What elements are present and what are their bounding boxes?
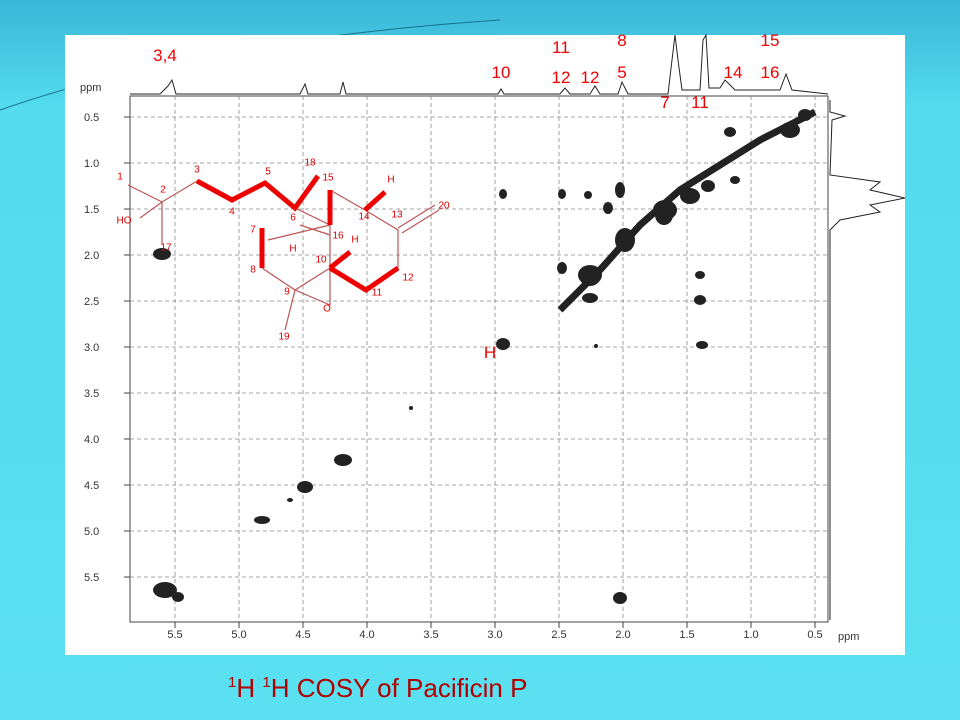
y-tick-label: 0.5	[84, 112, 99, 124]
y-tick-label: 1.0	[84, 158, 99, 170]
title-sup: 1	[262, 674, 270, 691]
title-sup: 1	[228, 674, 236, 691]
y-tick-label: 3.5	[84, 388, 99, 400]
x-tick-label: 2.0	[615, 629, 630, 641]
title-part: H COSY of Pacificin P	[271, 673, 528, 703]
x-tick-label: 0.5	[807, 629, 822, 641]
y-tick-label: 2.0	[84, 250, 99, 262]
atom-label: 6	[290, 213, 296, 224]
y-tick-label: 2.5	[84, 296, 99, 308]
projection-right	[829, 100, 906, 620]
atom-label: 4	[229, 207, 235, 218]
x-tick-label: 3.5	[423, 629, 438, 641]
projection-top	[130, 33, 829, 95]
slide-title: 1H 1H COSY of Pacificin P	[228, 673, 527, 703]
structure	[127, 174, 440, 331]
y-tick-label: 5.5	[84, 572, 99, 584]
assignment-label: 11	[691, 93, 709, 112]
atom-label: 18	[304, 158, 316, 169]
assignment-label: 11	[552, 38, 570, 57]
x-tick-label: 2.5	[551, 629, 566, 641]
atom-label: 8	[250, 265, 256, 276]
x-tick-label: 4.0	[359, 629, 374, 641]
axes: 0.5 1.0 1.5 2.0 2.5 3.0 3.5 4.0 4.5 5.0 5.5 5.5 5.0 4…	[84, 96, 828, 641]
group-label: H	[289, 244, 296, 255]
x-tick-label: 3.0	[487, 629, 502, 641]
assignment-label: 12	[581, 68, 600, 87]
x-tick-label: 5.0	[231, 629, 246, 641]
atom-label: 3	[194, 165, 200, 176]
x-tick-label: 1.0	[743, 629, 758, 641]
assignment-label: 12	[552, 68, 571, 87]
assignment-label: 8	[617, 31, 626, 50]
assignment-label: 3,4	[153, 46, 177, 65]
atom-label: 7	[250, 225, 256, 236]
atom-label: 13	[391, 210, 403, 221]
cross-peaks	[153, 108, 817, 604]
atom-labels: 1 2 3 4 5 6 7 8 9 10 11 12 13 14 15 16 1…	[117, 158, 450, 343]
atom-label: 14	[358, 212, 370, 223]
group-label: H	[351, 235, 358, 246]
atom-label: 16	[332, 231, 344, 242]
atom-label: 20	[438, 201, 450, 212]
y-tick-label: 3.0	[84, 342, 99, 354]
atom-label: 2	[160, 185, 166, 196]
group-label: O	[323, 304, 331, 315]
atom-label: 9	[284, 287, 290, 298]
unit-label: ppm	[80, 82, 101, 94]
x-tick-label: 4.5	[295, 629, 310, 641]
y-tick-label: 1.5	[84, 204, 99, 216]
atom-label: 17	[160, 243, 172, 254]
atom-label: 5	[265, 167, 271, 178]
atom-label: 1	[117, 172, 123, 183]
assignments: 3,4 10 11 12 12 8 5 7 11 14 15 16 H	[153, 31, 779, 362]
y-tick-label: 5.0	[84, 526, 99, 538]
plot-frame	[129, 95, 829, 623]
assignment-label: 15	[761, 31, 780, 50]
y-tick-label: 4.5	[84, 480, 99, 492]
assignment-label: 16	[761, 63, 780, 82]
assignment-label: 14	[724, 63, 743, 82]
atom-label: 11	[372, 288, 383, 299]
atom-label: 12	[402, 273, 414, 284]
x-tick-label: 5.5	[167, 629, 182, 641]
x-tick-label: 1.5	[679, 629, 694, 641]
atom-label: 19	[278, 332, 290, 343]
assignment-label: H	[484, 343, 496, 362]
title-part: H	[236, 673, 262, 703]
assignment-label: 5	[617, 63, 626, 82]
group-label: HO	[117, 216, 132, 227]
y-tick-label: 4.0	[84, 434, 99, 446]
atom-label: 10	[315, 255, 327, 266]
unit-label: ppm	[838, 631, 859, 643]
atom-label: 15	[322, 173, 334, 184]
assignment-label: 10	[492, 63, 511, 82]
group-label: H	[387, 175, 394, 186]
assignment-label: 7	[660, 93, 669, 112]
